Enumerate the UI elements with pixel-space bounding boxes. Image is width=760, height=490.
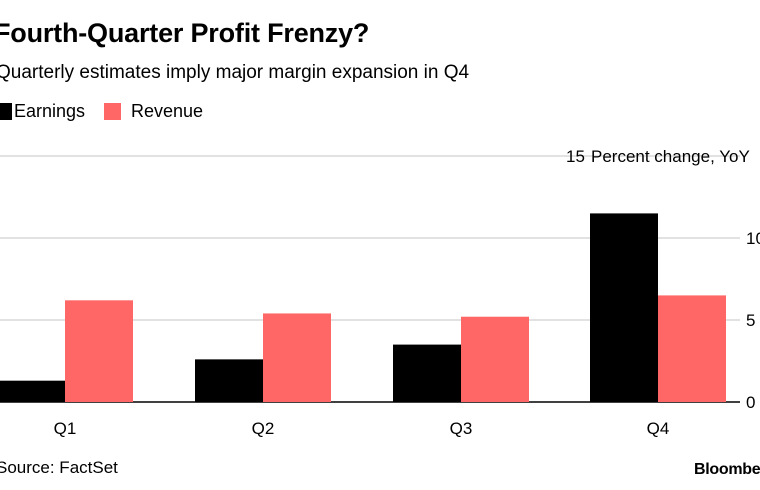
x-tick-label: Q1 [54, 419, 77, 438]
bar-earnings-q3 [393, 344, 461, 402]
brand-logo: Bloomberg [694, 461, 760, 478]
bar-earnings-q2 [195, 359, 263, 402]
y-tick-label: 15 [566, 147, 585, 166]
y-tick-label: 5 [746, 311, 755, 330]
bar-revenue-q4 [658, 295, 726, 402]
legend-label-earnings: Earnings [14, 101, 86, 121]
legend-label-revenue: Revenue [131, 101, 204, 121]
bar-earnings-q1 [0, 380, 65, 402]
chart-title: Fourth-Quarter Profit Frenzy? [0, 18, 370, 48]
y-tick-label: 0 [746, 393, 755, 412]
source-note: Source: FactSet [0, 458, 118, 477]
legend-swatch-revenue [104, 103, 121, 120]
legend-swatch-earnings [0, 103, 12, 120]
bar-revenue-q3 [461, 316, 529, 402]
chart-subtitle: Quarterly estimates imply major margin e… [0, 62, 470, 83]
y-axis-label: Percent change, YoY [591, 147, 750, 166]
x-tick-label: Q2 [252, 419, 275, 438]
bar-revenue-q1 [65, 300, 133, 402]
y-tick-label: 10 [746, 229, 760, 248]
x-tick-label: Q4 [647, 419, 670, 438]
bar-revenue-q2 [263, 313, 331, 402]
bar-earnings-q4 [590, 213, 658, 402]
x-tick-label: Q3 [450, 419, 473, 438]
